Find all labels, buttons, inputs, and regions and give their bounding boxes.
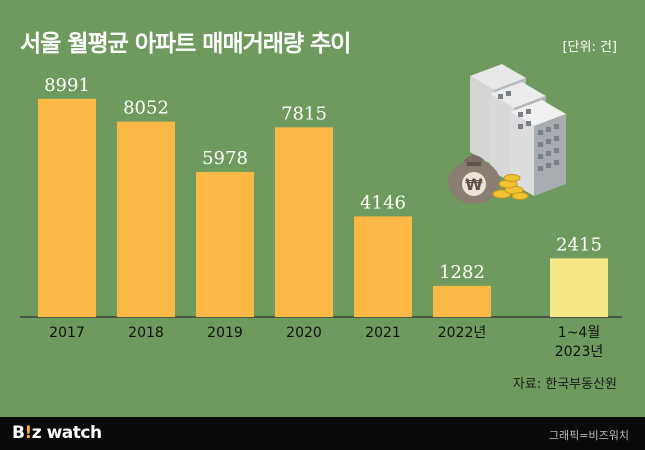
category-label-4: 2021	[365, 325, 401, 341]
bar-2	[196, 171, 254, 317]
value-label-5: 1282	[439, 262, 485, 283]
apartment-building-icon	[470, 64, 566, 196]
value-label-3: 7815	[281, 103, 327, 124]
value-label-4: 4146	[360, 192, 406, 213]
category-label-6-1: 2023년	[555, 344, 604, 360]
bar-0	[38, 98, 96, 317]
won-symbol: ₩	[465, 175, 483, 194]
bizwatch-logo: B!z watch	[12, 423, 102, 443]
category-label-5: 2022년	[438, 325, 487, 341]
category-label-0: 2017	[49, 325, 85, 341]
bar-4	[354, 216, 412, 317]
category-label-6-0: 1~4월	[558, 325, 600, 341]
chart-title: 서울 월평균 아파트 매매거래량 추이	[20, 31, 351, 57]
gold-coins-icon	[492, 174, 529, 200]
value-label-2: 5978	[202, 148, 248, 169]
value-label-1: 8052	[123, 98, 169, 119]
category-label-2: 2019	[207, 325, 243, 341]
money-bag-icon: ₩	[448, 155, 500, 204]
category-label-3: 2020	[286, 325, 322, 341]
bar-chart: 8991 2017 8052 2018 5978 2019 7815 2020 4146 2021…	[20, 75, 622, 360]
category-label-1: 2018	[128, 325, 164, 341]
value-label-0: 8991	[44, 75, 90, 96]
bar-1	[117, 121, 175, 317]
graphic-credit: 그래픽=비즈워치	[548, 429, 629, 442]
apartment-money-illustration: ₩	[448, 64, 566, 204]
value-label-6: 2415	[556, 234, 602, 255]
bars-group: 8991 2017 8052 2018 5978 2019 7815 2020 4146 2021…	[38, 75, 608, 360]
unit-label: [단위: 건]	[562, 40, 617, 55]
source-note: 자료: 한국부동산원	[512, 377, 617, 392]
footer-bar: B!z watch 그래픽=비즈워치	[0, 417, 645, 450]
bar-6	[550, 258, 608, 317]
bar-5	[433, 285, 491, 317]
bar-3	[275, 127, 333, 317]
